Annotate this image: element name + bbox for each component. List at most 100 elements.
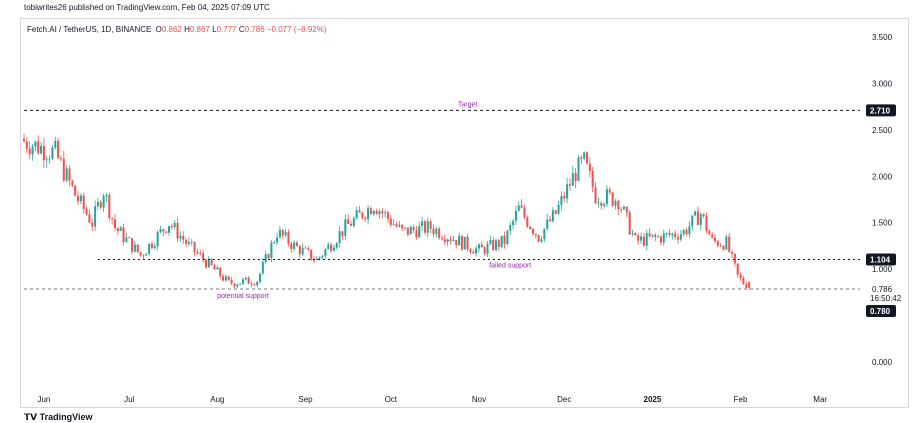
candle-body xyxy=(88,214,91,223)
candle-body xyxy=(679,234,682,240)
candle-body xyxy=(432,228,435,235)
candle-body xyxy=(298,246,301,255)
candle-body xyxy=(332,247,335,251)
candle-body xyxy=(551,210,554,222)
candle-body xyxy=(344,219,347,236)
candle-body xyxy=(165,231,168,233)
candle-body xyxy=(722,245,725,250)
candle-body xyxy=(719,245,722,247)
candle-body xyxy=(620,209,623,210)
candle-body xyxy=(423,221,426,233)
candle-body xyxy=(196,252,199,254)
candle-body xyxy=(594,187,597,203)
candle-body xyxy=(512,220,515,226)
candle-body xyxy=(34,141,37,147)
candle-body xyxy=(577,157,580,181)
candle-body xyxy=(386,212,389,219)
candle-body xyxy=(676,237,680,240)
candle-body xyxy=(671,233,674,236)
candle-body xyxy=(338,231,341,244)
x-tick-label: Nov xyxy=(472,395,486,404)
candle-body xyxy=(699,213,702,225)
candle-body xyxy=(68,168,71,181)
candle-body xyxy=(202,253,205,260)
candle-body xyxy=(514,210,517,221)
candle-body xyxy=(179,235,182,239)
open-value: 0.862 xyxy=(161,25,182,34)
x-tick-label: Sep xyxy=(298,395,313,404)
candles-layer xyxy=(22,133,751,290)
candle-body xyxy=(321,255,324,258)
candle-body xyxy=(705,216,708,231)
candle-body xyxy=(375,210,378,215)
candle-body xyxy=(571,173,574,186)
candle-body xyxy=(91,222,94,227)
candle-body xyxy=(224,276,227,281)
candle-body xyxy=(119,227,122,231)
y-axis: 0.000 1.000 1.500 2.000 2.500 3.000 3.500 xyxy=(872,33,893,367)
tradingview-logo[interactable]: 𝗧𝗩 TradingView xyxy=(24,412,92,423)
candle-body xyxy=(369,208,372,215)
candle-body xyxy=(534,234,537,236)
candle-body xyxy=(392,224,395,226)
candle-body xyxy=(449,239,452,242)
candle-body xyxy=(170,225,173,228)
candle-body xyxy=(517,205,520,211)
potential-support-annotation: potential support xyxy=(217,293,269,300)
candle-body xyxy=(330,244,333,251)
candle-body xyxy=(307,248,310,250)
candle-body xyxy=(654,234,657,237)
candle-body xyxy=(128,237,131,239)
candle-body xyxy=(315,258,318,261)
candle-body xyxy=(389,218,392,225)
candle-body xyxy=(213,265,216,270)
candle-body xyxy=(219,267,222,277)
candle-body xyxy=(696,211,699,225)
candle-body xyxy=(313,259,316,261)
candle-body xyxy=(25,141,28,149)
y-tick-label: 3.000 xyxy=(872,79,893,88)
candle-body xyxy=(739,274,742,278)
candle-body xyxy=(239,283,242,285)
chart-frame[interactable] xyxy=(20,18,909,408)
candle-body xyxy=(549,219,552,222)
candle-body xyxy=(642,236,645,246)
high-value: 0.867 xyxy=(189,25,210,34)
candle-body xyxy=(398,224,401,227)
candle-body xyxy=(665,233,668,234)
candle-body xyxy=(358,210,361,213)
candle-body xyxy=(617,200,620,210)
candle-body xyxy=(520,205,523,208)
candle-body xyxy=(145,253,148,256)
candle-body xyxy=(475,248,478,254)
candle-body xyxy=(429,221,432,229)
candle-body xyxy=(335,243,338,248)
candle-body xyxy=(531,228,535,235)
candle-body xyxy=(440,237,444,240)
candle-body xyxy=(185,239,188,244)
candle-body xyxy=(438,228,441,238)
candle-body xyxy=(622,206,626,210)
candle-body xyxy=(378,211,381,215)
candle-body xyxy=(57,140,60,158)
candle-body xyxy=(310,249,313,260)
candle-body xyxy=(270,242,273,259)
candle-body xyxy=(94,206,97,227)
candle-body xyxy=(85,208,88,215)
candle-body xyxy=(605,189,608,205)
tv-logo-icon: 𝗧𝗩 xyxy=(24,412,40,422)
candle-body xyxy=(713,237,717,242)
low-price-tag-bg xyxy=(866,305,896,318)
candle-body xyxy=(150,243,153,248)
candle-body xyxy=(281,229,284,236)
candle-body xyxy=(261,262,264,274)
candle-body xyxy=(733,253,736,264)
support-price-tag-bg xyxy=(866,253,896,266)
candle-body xyxy=(352,218,355,226)
candle-body xyxy=(540,239,543,242)
x-tick-label: Feb xyxy=(734,395,748,404)
candle-body xyxy=(264,254,267,263)
x-tick-label: Aug xyxy=(210,395,224,404)
